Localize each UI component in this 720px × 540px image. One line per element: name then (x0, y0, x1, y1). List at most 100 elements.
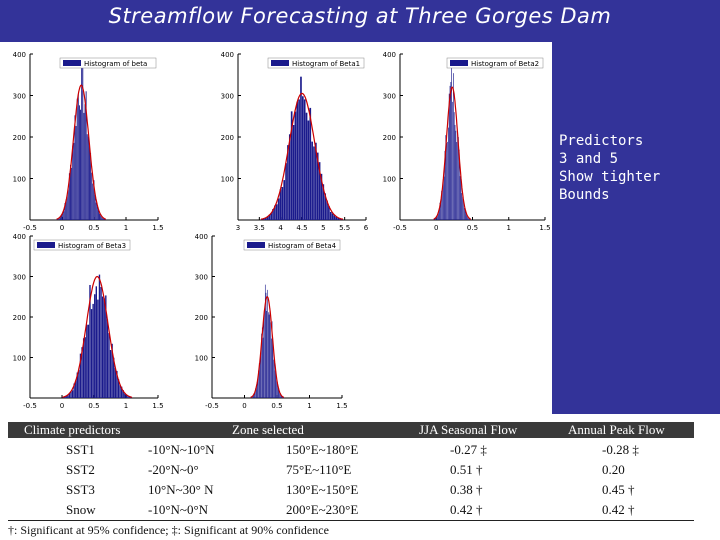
x-tick-label: 0.5 (88, 402, 99, 410)
histogram-bar (103, 298, 105, 398)
histogram-bar (280, 394, 282, 398)
histogram-bar (263, 320, 265, 398)
histogram-bar (452, 101, 453, 220)
histogram-bar (339, 218, 341, 220)
histogram-bar (264, 284, 266, 398)
histogram-bar (287, 145, 289, 220)
histogram-bar (75, 126, 77, 220)
histogram-bar (298, 99, 300, 220)
histogram-bar (83, 112, 85, 220)
histogram-bar (95, 286, 97, 398)
histogram-bar (63, 396, 66, 398)
histogram-bar (445, 135, 447, 220)
histogram-bar (270, 322, 271, 398)
x-tick-label: -0.5 (23, 224, 37, 232)
histogram-bar (437, 212, 439, 220)
table-row: SST2 -20°N~0° 75°E~110°E 0.51 † 0.20 (8, 462, 694, 478)
legend-box (446, 57, 544, 69)
histogram-bar (92, 303, 94, 398)
legend-box (267, 57, 365, 69)
histogram-bar (67, 395, 69, 398)
y-tick-label: 200 (195, 314, 208, 322)
histogram-bar (124, 393, 126, 398)
histogram-bar (290, 111, 293, 220)
histogram-bar (337, 217, 340, 220)
table-bottom-rule (8, 520, 694, 521)
histogram-bar (272, 341, 274, 398)
histogram-bar (127, 395, 129, 398)
histogram-bar (268, 314, 270, 398)
histogram-bar (80, 109, 81, 220)
histogram-bar (85, 91, 87, 221)
histogram-bar (455, 130, 457, 220)
x-tick-label: 6 (364, 224, 369, 232)
header-zone-selected: Zone selected (232, 422, 304, 437)
cell-latitude: 10°N~30° N (148, 482, 214, 497)
histogram-bar (458, 149, 460, 220)
histogram-bar (302, 96, 304, 220)
legend-box (59, 57, 157, 69)
histogram-bar (255, 388, 256, 398)
table-footnote: †: Significant at 95% confidence; ‡: Sig… (8, 523, 329, 537)
histogram-bar (109, 350, 112, 398)
legend-swatch (450, 60, 468, 66)
histogram-bar (87, 136, 89, 220)
histogram-bar (307, 120, 310, 220)
fit-curve (250, 296, 285, 398)
histogram-bar (103, 218, 105, 220)
cell-peak-value: 0.20 (602, 462, 625, 477)
histogram-bar (447, 127, 449, 220)
histogram-bar (73, 383, 75, 398)
histogram-bar (271, 338, 272, 398)
histogram-bar (98, 274, 101, 398)
table-header: Climate predictors Zone selected JJA Sea… (8, 422, 694, 438)
histogram-bar (268, 214, 271, 220)
y-tick-label: 100 (13, 355, 26, 363)
y-tick-label: 300 (383, 93, 396, 101)
histogram-bar (78, 369, 80, 398)
cell-predictor: SST2 (66, 462, 95, 477)
histogram-bar (277, 198, 280, 220)
histogram-bar (459, 176, 461, 220)
histogram-bar (99, 213, 100, 220)
histogram-bar (441, 190, 442, 220)
side-note: Predictors 3 and 5 Show tighter Bounds (559, 132, 660, 204)
histogram-bar (72, 145, 74, 220)
histogram-bar (125, 394, 128, 398)
y-tick-label: 100 (383, 176, 396, 184)
y-tick-label: 100 (195, 355, 208, 363)
y-tick-label: 300 (221, 93, 234, 101)
legend-label: Histogram of Beta3 (58, 242, 126, 250)
x-tick-label: -0.5 (393, 224, 407, 232)
x-tick-label: 0 (434, 224, 438, 232)
histogram-bar (461, 193, 463, 220)
histogram-bar (71, 390, 74, 398)
histogram-bar (318, 162, 321, 220)
histogram-bar (68, 393, 71, 398)
cell-predictor: SST3 (66, 482, 95, 497)
histogram-bar (75, 380, 77, 398)
histogram-bar (278, 388, 280, 398)
histogram-bar (281, 396, 283, 398)
fit-curve (260, 92, 344, 220)
histogram-bar (94, 294, 96, 398)
histogram-bar (335, 216, 338, 220)
histogram-bar (442, 186, 443, 220)
histogram-bar (435, 218, 436, 220)
histogram-bar (264, 310, 265, 398)
cell-predictor: SST1 (66, 442, 95, 457)
histogram-bar (460, 178, 462, 220)
cell-longitude: 130°E~150°E (286, 482, 359, 497)
table-row: SST3 10°N~30° N 130°E~150°E 0.38 † 0.45 … (8, 482, 694, 498)
histogram-bar (280, 394, 281, 398)
fit-curve (433, 86, 472, 220)
histogram-bar (111, 343, 113, 398)
histogram-bar (90, 152, 92, 220)
y-tick-label: 200 (13, 134, 26, 142)
histogram-bar (255, 386, 257, 398)
histogram-bar (277, 387, 279, 398)
legend-label: Histogram of beta (84, 60, 147, 68)
x-tick-label: 3 (236, 224, 240, 232)
histogram-bar (457, 133, 458, 220)
